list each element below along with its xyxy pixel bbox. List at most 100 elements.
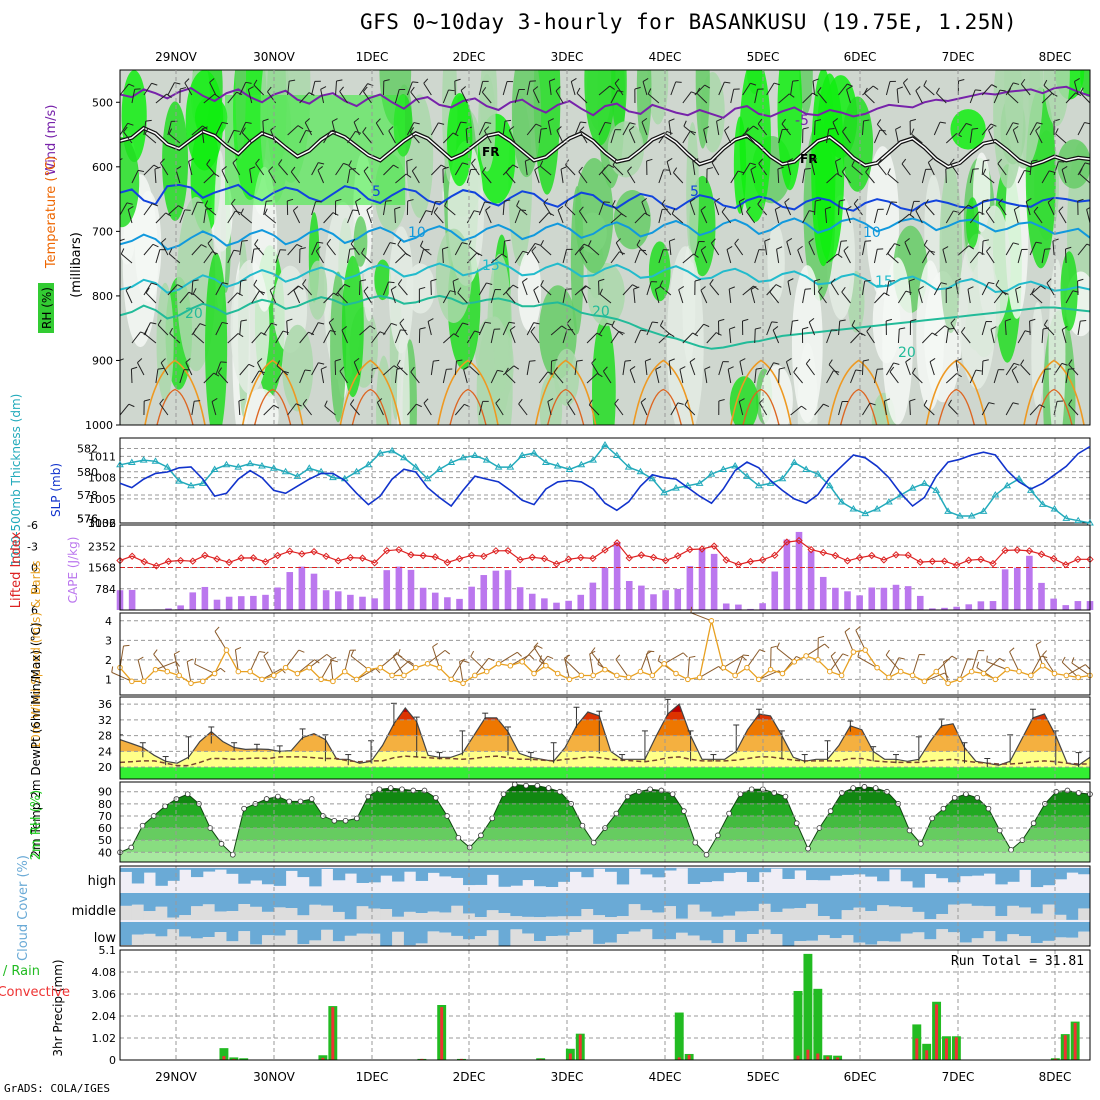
wind-barb bbox=[264, 213, 276, 224]
wind-barb-flag bbox=[804, 168, 811, 170]
wind-barb bbox=[945, 329, 949, 344]
wind-barb bbox=[873, 249, 878, 264]
cloud-cell bbox=[415, 868, 429, 881]
cloud-cell bbox=[593, 868, 606, 869]
wind-barb bbox=[746, 211, 756, 224]
wind-barb-flag bbox=[540, 280, 544, 286]
wind-barb bbox=[406, 160, 408, 176]
cloud-cell-clear bbox=[261, 911, 275, 920]
rh-shade bbox=[517, 250, 542, 332]
wind-barb bbox=[864, 92, 875, 104]
wind-speed-point bbox=[957, 676, 963, 683]
wind-barb bbox=[945, 133, 957, 144]
rh-shade bbox=[587, 262, 625, 327]
wind-speed-point bbox=[164, 668, 171, 675]
lifted-index-point bbox=[843, 557, 852, 565]
wind-barb-flag bbox=[508, 321, 515, 324]
wind-barb-flag bbox=[197, 201, 204, 204]
wind-barb bbox=[478, 401, 484, 416]
cloud-cell bbox=[202, 893, 216, 905]
wind-barb bbox=[526, 243, 536, 256]
wind-barb bbox=[812, 81, 816, 96]
wind-barb bbox=[646, 321, 653, 336]
thickness-point bbox=[352, 467, 361, 475]
wind-barb bbox=[1031, 293, 1043, 304]
wind-barb bbox=[311, 362, 319, 376]
wind-barb bbox=[203, 173, 215, 184]
cloud-cell bbox=[545, 893, 559, 917]
wind-speed-point bbox=[862, 647, 869, 653]
wind-tick-label: 2 bbox=[105, 654, 112, 667]
thickness-point bbox=[1062, 514, 1071, 521]
cloud-cell bbox=[593, 922, 606, 944]
wind-barb-flag bbox=[320, 86, 327, 90]
cloud-cell bbox=[1066, 893, 1079, 920]
wind-barb bbox=[814, 403, 824, 416]
wind-barb bbox=[315, 250, 325, 264]
thickness-point bbox=[329, 473, 337, 481]
wind-barb bbox=[341, 329, 348, 344]
wind-barb bbox=[470, 656, 488, 672]
wind-barb-flag bbox=[504, 239, 511, 242]
cloud-cell bbox=[616, 868, 630, 885]
run-total-label: Run Total = 31.81 bbox=[951, 954, 1084, 969]
wind-barb bbox=[286, 320, 289, 336]
cloud-cell bbox=[640, 868, 653, 875]
wind-barb bbox=[232, 162, 241, 176]
wind-barb bbox=[808, 321, 816, 336]
wind-barb-flag bbox=[639, 249, 647, 252]
wind-barb-flag bbox=[394, 206, 401, 210]
wind-barb-flag bbox=[512, 284, 519, 289]
cloud-cell bbox=[723, 868, 736, 873]
wind-barb-flag bbox=[771, 321, 778, 324]
cloud-cell-clear bbox=[1042, 940, 1056, 946]
wind-barb bbox=[679, 369, 684, 384]
wind-barb bbox=[862, 402, 871, 416]
wind-barb bbox=[160, 162, 169, 176]
wind-barb bbox=[382, 281, 389, 296]
cloud-cell bbox=[392, 893, 405, 917]
wind-barb-flag bbox=[1011, 366, 1018, 371]
cloud-cell bbox=[427, 868, 440, 873]
wind-barb-flag bbox=[603, 201, 610, 203]
rh-point bbox=[478, 832, 484, 839]
wind-speed-point bbox=[685, 676, 691, 683]
wind-barb-flag bbox=[812, 78, 819, 82]
cloud-cell bbox=[628, 922, 641, 932]
li-tick-label: 6 bbox=[31, 604, 38, 617]
cloud-cell-clear bbox=[120, 905, 133, 920]
wind-barb-flag bbox=[1079, 168, 1083, 174]
wind-barb bbox=[790, 321, 793, 336]
wind-barb bbox=[714, 201, 720, 216]
rh-point bbox=[184, 791, 191, 797]
cloud-cell bbox=[226, 922, 239, 942]
wind-barb-flag bbox=[245, 121, 252, 124]
wind-barb-flag bbox=[1007, 87, 1012, 94]
wind-barb-flag bbox=[851, 160, 855, 167]
wind-barb bbox=[757, 123, 768, 136]
thickness-point bbox=[648, 474, 657, 482]
wind-barb-flag bbox=[612, 159, 617, 166]
cloud-cell bbox=[770, 922, 783, 935]
wind-barb-flag bbox=[539, 160, 544, 167]
wind-barb bbox=[502, 365, 515, 376]
lifted-index-point bbox=[952, 561, 961, 569]
wind-barb-flag bbox=[154, 166, 161, 170]
wind-barb-flag bbox=[1043, 319, 1048, 326]
rh-shade bbox=[435, 228, 472, 324]
wind-speed-point bbox=[306, 664, 313, 671]
wind-barb-flag bbox=[245, 81, 252, 84]
wind-barb-flag bbox=[998, 198, 1004, 204]
wind-barb bbox=[912, 654, 920, 676]
cape-bar bbox=[710, 553, 718, 610]
wind-barb-flag bbox=[233, 129, 240, 132]
rh-shade bbox=[950, 109, 986, 150]
wind-speed-point bbox=[531, 670, 537, 677]
cloud-cell bbox=[924, 922, 937, 940]
wind-barb-flag bbox=[128, 83, 135, 87]
wind-barb-flag bbox=[898, 657, 905, 660]
cloud-cell bbox=[865, 868, 878, 877]
wind-barb bbox=[347, 169, 351, 184]
wind-barb bbox=[502, 322, 510, 336]
wind-barb-flag bbox=[1086, 206, 1090, 210]
